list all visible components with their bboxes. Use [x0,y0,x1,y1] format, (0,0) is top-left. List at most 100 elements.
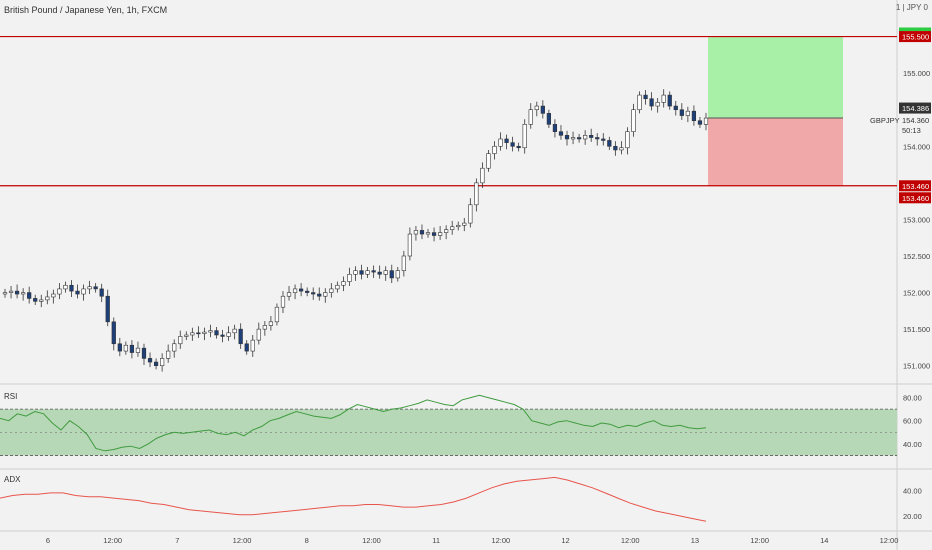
candle-up [323,292,328,297]
candle-down [311,292,316,295]
candlestick-series [2,89,709,372]
candle-down [105,295,110,323]
candle-up [268,321,274,326]
candle-down [504,138,509,143]
bar-countdown: 50:13 [902,126,921,135]
candle-down [75,290,80,295]
adx-tick-label: 40.00 [903,486,922,495]
candle-up [250,339,255,352]
horizontal-levels[interactable] [0,35,897,187]
candle-up [184,334,189,337]
rsi-band [0,409,897,456]
candle-down [111,321,116,345]
price-tick-label: 151.500 [903,325,930,334]
candle-down [244,343,249,352]
price-tick-label: 151.000 [903,362,930,371]
scale-currency-label[interactable]: 1 | JPY 0 [895,3,928,12]
candle-up [395,270,400,279]
candle-up [401,255,406,271]
adx-tick-label: 20.00 [903,512,922,521]
time-tick-label: 8 [305,536,309,545]
candle-down [99,288,104,297]
candle-up [474,182,479,206]
candle-down [607,140,612,147]
candle-up [135,347,141,353]
candle-up [353,270,358,275]
price-tick-label: 152.000 [903,289,930,298]
adx-label[interactable]: ADX [4,475,21,484]
candle-down [595,137,600,140]
candle-up [329,288,334,293]
price-tick-label: 152.500 [903,252,930,261]
candle-up [335,284,340,290]
candle-down [691,110,697,121]
candle-down [317,293,322,297]
candle-down [673,105,678,111]
candle-up [492,145,497,154]
candle-up [583,135,588,140]
candle-down [298,288,304,292]
candle-down [540,105,545,114]
candle-up [172,343,177,352]
candle-up [39,299,44,302]
candle-up [437,232,443,236]
candle-down [69,284,74,292]
time-tick-label: 7 [175,536,179,545]
rsi-pane: 80.00 60.00 40.00 [0,394,922,456]
candle-up [256,328,261,341]
candle-down [679,109,684,116]
candle-up [625,131,630,149]
position-tool[interactable] [708,36,843,186]
candle-down [510,142,515,147]
candle-up [456,224,461,228]
candle-up [522,124,527,149]
candle-up [450,226,455,230]
candle-down [377,271,382,275]
stop-price-badge-2: 153.460 [902,194,929,203]
candle-up [480,167,485,184]
rsi-label[interactable]: RSI [4,392,18,401]
candle-up [21,292,26,295]
candle-up [570,137,576,140]
last-price-badge-bg [899,102,931,114]
candle-up [462,222,467,226]
candle-up [365,270,370,275]
candle-up [534,105,539,111]
candle-up [468,204,473,224]
candle-up [655,102,660,107]
candle-down [220,334,225,337]
target-price-badge-bg [899,31,931,43]
candle-up [51,293,56,298]
candle-up [703,117,709,125]
time-tick-label: 12:00 [750,536,769,545]
candle-up [407,233,413,257]
price-axis[interactable]: 155.000154.500154.000153.500153.000152.5… [870,27,931,371]
chart-title[interactable]: British Pound / Japanese Yen, 1h, FXCM [4,5,168,15]
candle-down [153,361,159,367]
candle-down [147,358,153,363]
rsi-line [0,394,707,452]
candle-down [305,290,310,293]
candle-up [262,325,267,330]
time-tick-label: 12:00 [362,536,381,545]
candle-down [589,135,594,138]
candle-up [637,94,642,111]
candle-down [649,98,654,107]
candle-down [196,332,201,335]
price-tick-label: 153.000 [903,215,930,224]
time-axis[interactable]: 6 12:00 7 12:00 8 12:00 11 12:00 12 12:00 13 12:00 1… [46,536,898,545]
candle-down [552,124,558,132]
candle-up [292,288,298,293]
price-tick-label: 154.000 [903,142,930,151]
candle-up [498,138,503,147]
stop-price-badge: 153.460 [902,182,929,191]
candle-down [14,290,20,295]
candle-up [57,288,62,295]
candle-down [431,232,437,236]
time-tick-label: 11 [432,536,440,545]
candle-up [166,350,171,359]
candle-up [286,292,292,297]
candle-up [87,286,92,290]
